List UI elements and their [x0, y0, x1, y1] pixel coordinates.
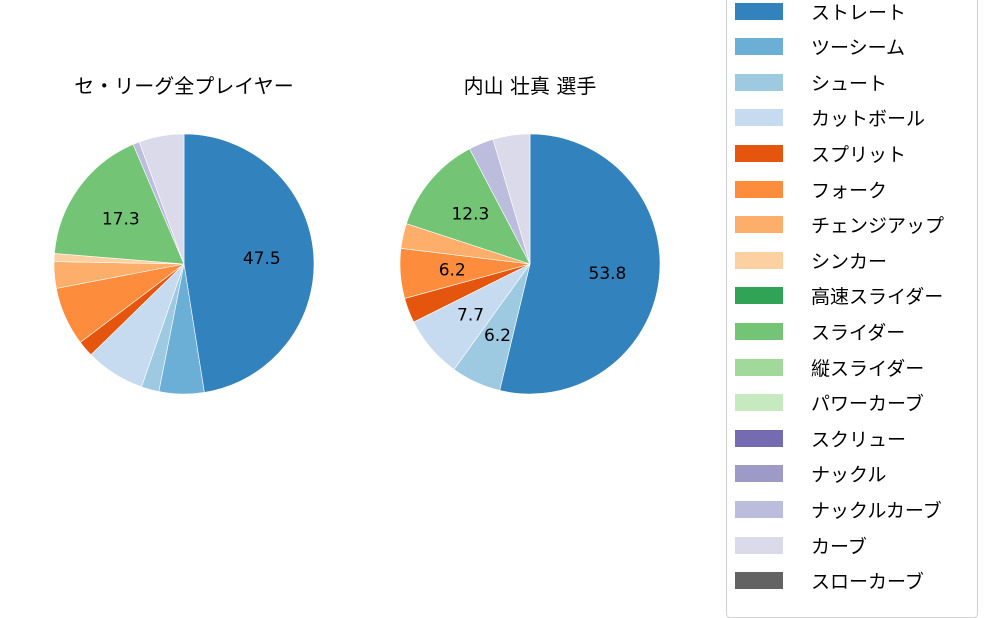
legend-label: チェンジアップ [811, 215, 945, 238]
legend-swatch [735, 109, 783, 127]
legend: ストレートツーシームシュートカットボール スプリットフォークチェンジアップ シンカー… [726, 0, 978, 618]
legend-label: スローカーブ [811, 571, 924, 594]
slice-label: 6.2 [439, 261, 466, 281]
pie-slice [138, 133, 185, 265]
pie-slice [54, 143, 185, 265]
legend-item: ナックル [735, 462, 886, 486]
legend-swatch [735, 216, 783, 234]
legend-swatch [735, 394, 783, 412]
legend-item: スローカーブ [735, 569, 924, 593]
left-chart-title: セ・リーグ全プレイヤー [74, 74, 294, 98]
legend-swatch [735, 73, 783, 91]
legend-label: カットボール [811, 108, 926, 131]
legend-swatch [735, 500, 783, 518]
legend-swatch [735, 251, 783, 269]
legend-label: スプリット [811, 143, 907, 166]
legend-swatch [735, 322, 783, 340]
legend-label: パワーカーブ [811, 393, 924, 416]
legend-item: パワーカーブ [735, 391, 924, 415]
legend-item: スプリット [735, 141, 907, 166]
legend-item: シンカー [735, 248, 888, 273]
slice-label: 6.2 [484, 326, 511, 346]
legend-swatch [735, 536, 783, 554]
slice-label: 17.3 [102, 209, 140, 229]
slice-label: 47.5 [243, 249, 281, 269]
legend-label: スクリュー [811, 428, 907, 451]
legend-item: カーブ [735, 533, 867, 558]
slice-label: 53.8 [589, 264, 627, 284]
legend-label: ツーシーム [811, 37, 906, 60]
league-pie-chart: 47.5 17.3 [53, 133, 315, 395]
legend-label: 縦スライダー [811, 357, 925, 380]
legend-item: 縦スライダー [735, 355, 925, 380]
legend-label: ナックルカーブ [811, 499, 942, 522]
legend-item: スクリュー [735, 426, 907, 451]
legend-label: フォーク [811, 179, 888, 202]
legend-label: ナックル [811, 464, 887, 487]
legend-item: シュート [735, 70, 888, 95]
player-pie-chart: 53.86.27.76.212.3 [399, 133, 661, 395]
slice-label: 12.3 [451, 205, 489, 225]
legend-swatch [735, 358, 783, 376]
legend-item: フォーク [735, 177, 888, 202]
legend-label: カーブ [811, 535, 867, 558]
right-chart-title: 内山 壮真 選手 [463, 74, 597, 98]
legend-swatch [735, 38, 783, 56]
legend-item: 高速スライダー [735, 284, 943, 308]
legend-item: スライダー [735, 319, 906, 344]
pie-slice [406, 148, 531, 265]
legend-label: スライダー [811, 321, 906, 344]
legend-swatch [735, 180, 783, 198]
slice-label: 7.7 [457, 306, 484, 326]
legend-swatch [735, 287, 783, 305]
legend-label: シンカー [811, 250, 888, 273]
legend-swatch [735, 144, 783, 162]
legend-swatch [735, 572, 783, 590]
pie-slice [499, 133, 661, 395]
legend-item: ツーシーム [735, 35, 905, 59]
legend-item: チェンジアップ [735, 213, 944, 237]
pie-slice [492, 133, 531, 265]
legend-item: ストレート [735, 0, 907, 24]
legend-label: ストレート [811, 1, 907, 24]
legend-label: シュート [811, 72, 888, 95]
pie-slice [183, 133, 315, 393]
legend-item: カットボール [735, 106, 925, 130]
legend-swatch [735, 2, 783, 20]
legend-swatch [735, 465, 783, 483]
legend-item: ナックルカーブ [735, 497, 942, 522]
legend-swatch [735, 429, 783, 447]
legend-label: 高速スライダー [811, 286, 944, 309]
